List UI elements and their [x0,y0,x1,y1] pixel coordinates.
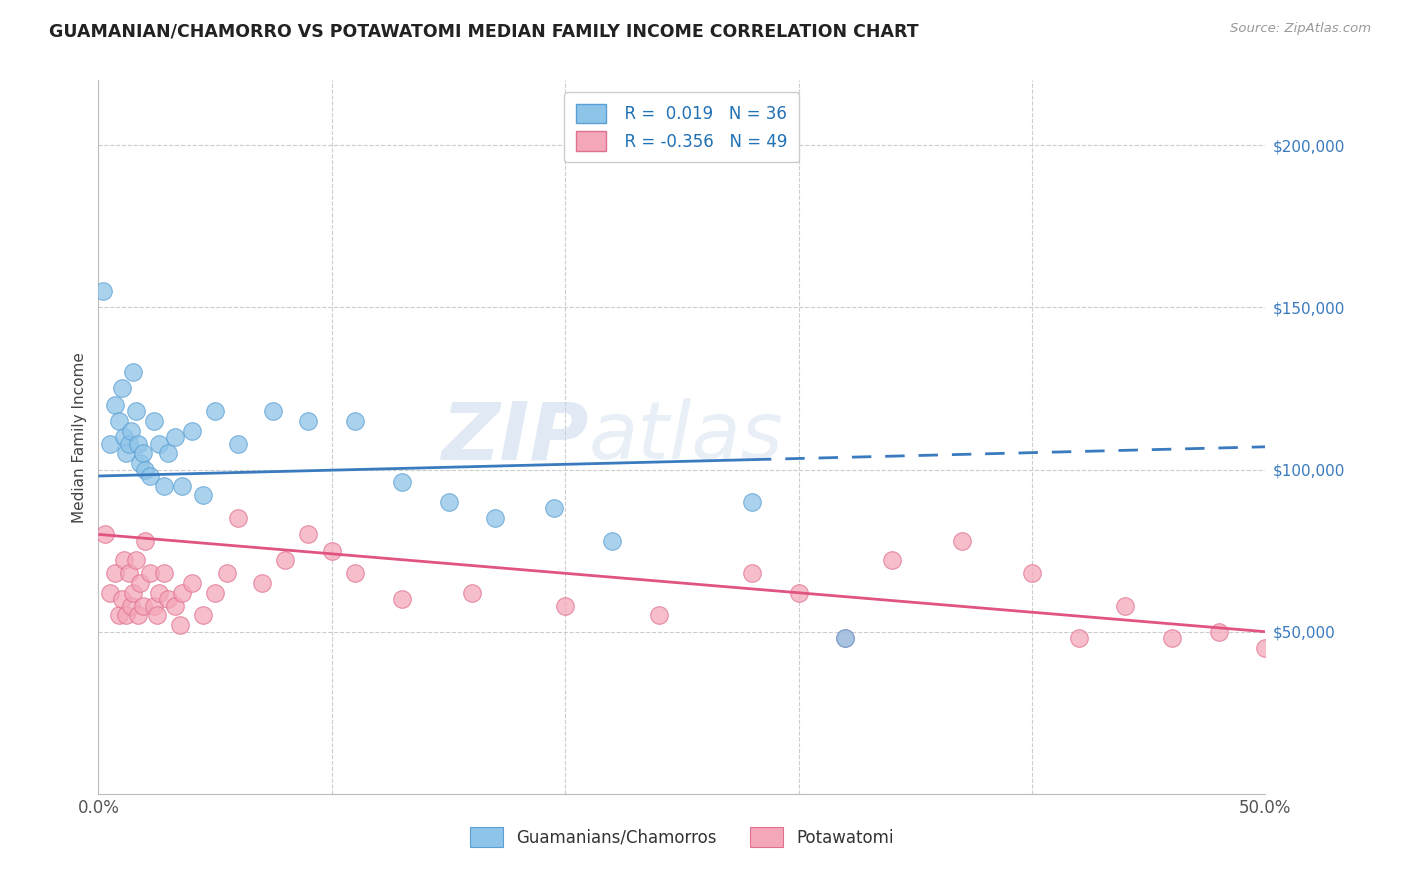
Point [125,404,148,418]
Y-axis label: Median Family Income: Median Family Income [72,351,87,523]
Point [165,430,187,444]
Legend:   R =  0.019   N = 36,   R = -0.356   N = 49: R = 0.019 N = 36, R = -0.356 N = 49 [564,92,800,162]
Point [146,608,169,623]
Point [484,511,506,525]
Point [108,414,131,428]
Point [94,527,117,541]
Point [122,365,145,379]
Point [118,436,141,450]
Point [1254,640,1277,655]
Point [321,543,343,558]
Point [600,533,623,548]
Point [111,592,134,607]
Point [1067,631,1090,645]
Point [344,414,367,428]
Point [787,586,810,600]
Point [134,462,156,476]
Point [880,553,903,567]
Point [132,599,155,613]
Point [112,430,135,444]
Point [1114,599,1136,613]
Point [108,608,131,623]
Point [157,592,180,607]
Point [112,553,135,567]
Point [122,586,145,600]
Point [274,553,297,567]
Point [127,608,149,623]
Point [115,446,138,460]
Point [741,566,763,581]
Point [1021,566,1043,581]
Point [111,381,134,395]
Point [125,553,148,567]
Point [127,436,149,450]
Point [172,586,194,600]
Point [104,398,127,412]
Point [157,446,180,460]
Point [91,284,114,298]
Point [134,533,156,548]
Point [228,436,250,450]
Point [543,501,565,516]
Point [834,631,856,645]
Point [461,586,484,600]
Point [193,608,215,623]
Point [391,592,413,607]
Point [120,424,142,438]
Point [143,414,166,428]
Point [204,586,226,600]
Point [152,479,174,493]
Point [180,576,202,591]
Point [104,566,127,581]
Point [169,618,191,632]
Point [250,576,273,591]
Point [143,599,166,613]
Point [98,436,121,450]
Point [129,576,152,591]
Point [148,436,170,450]
Point [297,414,319,428]
Point [228,511,250,525]
Point [180,424,202,438]
Point [120,599,142,613]
Point [297,527,319,541]
Point [554,599,576,613]
Point [172,479,194,493]
Point [741,495,763,509]
Point [204,404,226,418]
Point [139,566,162,581]
Point [647,608,669,623]
Text: Source: ZipAtlas.com: Source: ZipAtlas.com [1230,22,1371,36]
Text: atlas: atlas [589,398,783,476]
Point [262,404,284,418]
Point [118,566,141,581]
Point [132,446,155,460]
Text: ZIP: ZIP [441,398,589,476]
Point [139,469,162,483]
Point [391,475,413,490]
Point [148,586,170,600]
Point [1161,631,1184,645]
Point [437,495,460,509]
Point [950,533,973,548]
Point [834,631,856,645]
Point [193,488,215,502]
Point [129,456,152,470]
Point [215,566,238,581]
Point [115,608,138,623]
Point [165,599,187,613]
Point [1208,624,1230,639]
Point [98,586,121,600]
Point [344,566,367,581]
Point [152,566,174,581]
Text: GUAMANIAN/CHAMORRO VS POTAWATOMI MEDIAN FAMILY INCOME CORRELATION CHART: GUAMANIAN/CHAMORRO VS POTAWATOMI MEDIAN … [49,22,920,40]
